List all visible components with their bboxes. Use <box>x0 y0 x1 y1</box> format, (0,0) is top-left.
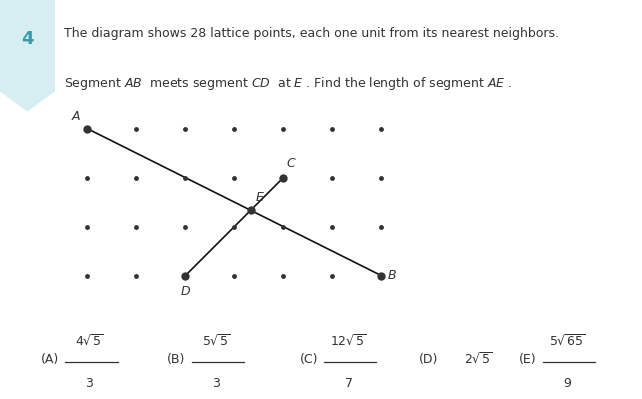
Text: 4: 4 <box>21 30 33 48</box>
Text: $3$: $3$ <box>85 377 94 390</box>
Text: (E): (E) <box>519 353 536 366</box>
Text: $4\sqrt{5}$: $4\sqrt{5}$ <box>75 334 105 349</box>
Text: (D): (D) <box>419 353 438 366</box>
FancyBboxPatch shape <box>0 0 55 92</box>
Text: (B): (B) <box>167 353 186 366</box>
Text: $7$: $7$ <box>344 377 353 390</box>
Text: $B$: $B$ <box>387 269 397 282</box>
Text: $E$: $E$ <box>255 192 265 204</box>
Text: The diagram shows 28 lattice points, each one unit from its nearest neighbors.: The diagram shows 28 lattice points, eac… <box>64 27 559 40</box>
Text: $5\sqrt{65}$: $5\sqrt{65}$ <box>549 334 586 349</box>
Text: $5\sqrt{5}$: $5\sqrt{5}$ <box>202 334 230 349</box>
Polygon shape <box>0 92 55 112</box>
Text: $D$: $D$ <box>180 284 191 298</box>
Text: (C): (C) <box>299 353 318 366</box>
Text: $3$: $3$ <box>212 377 221 390</box>
Text: Segment $AB$  meets segment $CD$  at $E$ . Find the length of segment $AE$ .: Segment $AB$ meets segment $CD$ at $E$ .… <box>64 75 512 92</box>
Text: $12\sqrt{5}$: $12\sqrt{5}$ <box>330 334 367 349</box>
Text: $A$: $A$ <box>71 110 82 122</box>
Text: $2\sqrt{5}$: $2\sqrt{5}$ <box>464 352 492 367</box>
Text: $C$: $C$ <box>286 157 297 170</box>
Text: $9$: $9$ <box>563 377 572 390</box>
Text: (A): (A) <box>40 353 59 366</box>
